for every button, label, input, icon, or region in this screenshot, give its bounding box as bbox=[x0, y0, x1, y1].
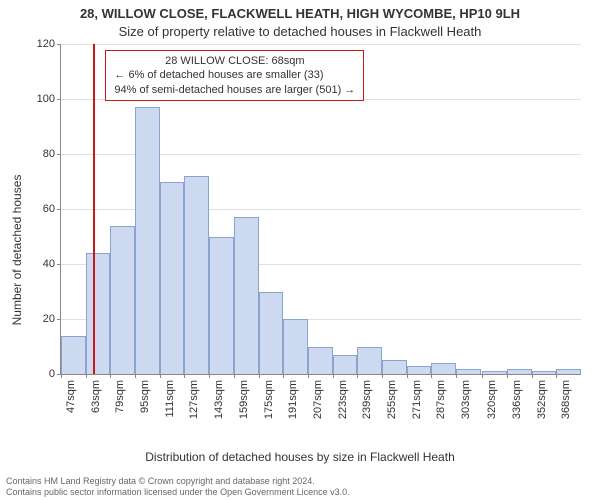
histogram-bar bbox=[308, 347, 333, 375]
xtick-mark bbox=[357, 374, 358, 378]
chart-title-main: 28, WILLOW CLOSE, FLACKWELL HEATH, HIGH … bbox=[0, 6, 600, 21]
xtick-mark bbox=[259, 374, 260, 378]
xtick-label: 368sqm bbox=[560, 380, 572, 419]
xtick-mark bbox=[86, 374, 87, 378]
gridline bbox=[61, 44, 581, 45]
xtick-label: 111sqm bbox=[164, 380, 176, 418]
ytick-label: 0 bbox=[49, 368, 55, 380]
xtick-mark bbox=[333, 374, 334, 378]
xtick-label: 223sqm bbox=[337, 380, 349, 419]
xtick-mark bbox=[184, 374, 185, 378]
xtick-mark bbox=[382, 374, 383, 378]
xtick-mark bbox=[110, 374, 111, 378]
xtick-label: 352sqm bbox=[536, 380, 548, 419]
histogram-bar bbox=[209, 237, 234, 375]
xtick-label: 271sqm bbox=[411, 380, 423, 419]
xtick-label: 191sqm bbox=[287, 380, 299, 419]
histogram-bar bbox=[532, 371, 557, 374]
chart-container: 28, WILLOW CLOSE, FLACKWELL HEATH, HIGH … bbox=[0, 0, 600, 500]
histogram-bar bbox=[259, 292, 284, 375]
xtick-mark bbox=[407, 374, 408, 378]
xtick-mark bbox=[308, 374, 309, 378]
ytick-label: 80 bbox=[43, 148, 55, 160]
xtick-label: 47sqm bbox=[65, 380, 77, 413]
ytick-label: 40 bbox=[43, 258, 55, 270]
annotation-line: 28 WILLOW CLOSE: 68sqm bbox=[114, 54, 355, 68]
plot-area: 02040608010012047sqm63sqm79sqm95sqm111sq… bbox=[60, 44, 581, 375]
histogram-bar bbox=[382, 360, 407, 374]
histogram-bar bbox=[507, 369, 532, 375]
ytick-mark bbox=[57, 154, 61, 155]
xtick-mark bbox=[61, 374, 62, 378]
histogram-bar bbox=[456, 369, 481, 375]
xtick-label: 287sqm bbox=[435, 380, 447, 419]
ytick-mark bbox=[57, 44, 61, 45]
xtick-mark bbox=[160, 374, 161, 378]
ytick-mark bbox=[57, 319, 61, 320]
xtick-mark bbox=[209, 374, 210, 378]
ytick-label: 20 bbox=[43, 313, 55, 325]
xtick-label: 95sqm bbox=[139, 380, 151, 413]
footer-line-1: Contains HM Land Registry data © Crown c… bbox=[6, 476, 594, 487]
xtick-mark bbox=[482, 374, 483, 378]
histogram-bar bbox=[61, 336, 86, 375]
xtick-mark bbox=[234, 374, 235, 378]
ytick-mark bbox=[57, 264, 61, 265]
xtick-label: 336sqm bbox=[511, 380, 523, 419]
xtick-mark bbox=[556, 374, 557, 378]
histogram-bar bbox=[234, 217, 259, 374]
xtick-label: 143sqm bbox=[213, 380, 225, 419]
xtick-label: 63sqm bbox=[90, 380, 102, 413]
xtick-mark bbox=[456, 374, 457, 378]
xtick-label: 239sqm bbox=[361, 380, 373, 419]
xtick-label: 127sqm bbox=[188, 380, 200, 419]
histogram-bar bbox=[333, 355, 358, 374]
ytick-label: 120 bbox=[37, 38, 55, 50]
histogram-bar bbox=[407, 366, 432, 374]
histogram-bar bbox=[184, 176, 209, 374]
ytick-mark bbox=[57, 99, 61, 100]
histogram-bar bbox=[86, 253, 111, 374]
chart-title-sub: Size of property relative to detached ho… bbox=[0, 24, 600, 39]
histogram-bar bbox=[357, 347, 382, 375]
histogram-bar bbox=[482, 371, 507, 374]
histogram-bar bbox=[135, 107, 160, 374]
annotation-line: 94% of semi-detached houses are larger (… bbox=[114, 83, 355, 97]
x-axis-label: Distribution of detached houses by size … bbox=[0, 450, 600, 464]
histogram-bar bbox=[556, 369, 581, 375]
ytick-mark bbox=[57, 209, 61, 210]
xtick-label: 175sqm bbox=[263, 380, 275, 419]
xtick-mark bbox=[532, 374, 533, 378]
indicator-line bbox=[93, 44, 95, 374]
footer-line-2: Contains public sector information licen… bbox=[6, 487, 594, 498]
ytick-label: 100 bbox=[37, 93, 55, 105]
y-axis-label: Number of detached houses bbox=[10, 175, 24, 326]
ytick-label: 60 bbox=[43, 203, 55, 215]
xtick-label: 320sqm bbox=[486, 380, 498, 419]
xtick-mark bbox=[135, 374, 136, 378]
footer-attribution: Contains HM Land Registry data © Crown c… bbox=[6, 476, 594, 499]
xtick-mark bbox=[283, 374, 284, 378]
annotation-line: ← 6% of detached houses are smaller (33) bbox=[114, 68, 355, 82]
histogram-bar bbox=[431, 363, 456, 374]
xtick-mark bbox=[431, 374, 432, 378]
histogram-bar bbox=[110, 226, 135, 375]
xtick-label: 303sqm bbox=[460, 380, 472, 419]
histogram-bar bbox=[160, 182, 185, 375]
xtick-label: 255sqm bbox=[386, 380, 398, 419]
annotation-box: 28 WILLOW CLOSE: 68sqm← 6% of detached h… bbox=[105, 50, 364, 101]
xtick-label: 207sqm bbox=[312, 380, 324, 419]
histogram-bar bbox=[283, 319, 308, 374]
xtick-label: 79sqm bbox=[114, 380, 126, 413]
xtick-label: 159sqm bbox=[238, 380, 250, 419]
xtick-mark bbox=[507, 374, 508, 378]
